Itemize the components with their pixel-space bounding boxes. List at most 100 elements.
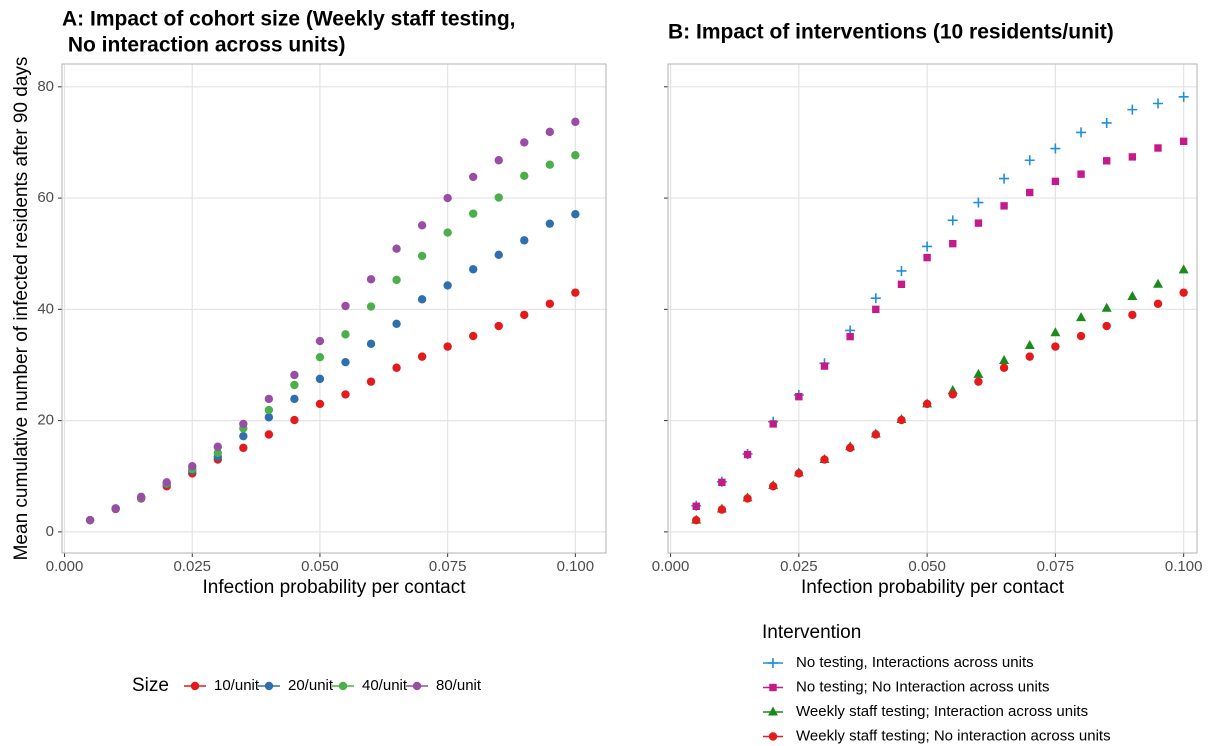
point: [1102, 321, 1111, 331]
point: [948, 390, 957, 399]
point: [468, 265, 478, 274]
y-tick-label: 0: [46, 523, 54, 540]
plot-background: [668, 64, 1197, 553]
point: [366, 275, 376, 284]
point: [947, 215, 958, 226]
legend-marker: [769, 683, 777, 692]
x-axis-label: Infection probability per contact: [203, 577, 467, 598]
point: [1024, 155, 1035, 166]
point: [718, 478, 726, 487]
point: [846, 332, 854, 341]
y-tick-label: 80: [37, 78, 54, 95]
legend-marker: [412, 681, 422, 691]
point: [545, 160, 555, 169]
point: [1000, 202, 1008, 210]
legend-label: Weekly staff testing; No interaction acr…: [796, 727, 1111, 744]
x-tick-label: 0.100: [1165, 558, 1203, 575]
point: [494, 156, 503, 165]
point: [341, 390, 350, 399]
x-tick-label: 0.075: [429, 558, 467, 575]
point: [717, 505, 727, 514]
point: [897, 415, 906, 425]
x-tick-label: 0.100: [557, 558, 595, 575]
y-tick-label: 60: [37, 189, 54, 206]
point: [743, 494, 752, 503]
point: [1101, 117, 1112, 128]
point: [1101, 302, 1112, 312]
point: [315, 399, 325, 409]
point: [1025, 352, 1034, 361]
point: [1051, 342, 1060, 351]
point: [417, 251, 427, 261]
point: [870, 293, 881, 304]
point: [1128, 310, 1137, 320]
point: [1050, 143, 1061, 154]
legend-label: No testing, Interactions across units: [796, 654, 1034, 671]
point: [443, 342, 452, 351]
point: [973, 197, 984, 208]
legend-label: 40/unit: [362, 677, 408, 694]
point: [443, 193, 452, 203]
point: [468, 172, 478, 182]
point: [392, 244, 401, 253]
point: [1102, 157, 1111, 165]
point: [545, 219, 555, 228]
x-axis-label: Infection probability per contact: [801, 577, 1065, 598]
legend-label: 20/unit: [288, 677, 334, 694]
point: [845, 443, 855, 453]
point: [692, 502, 700, 510]
point: [571, 288, 580, 297]
point: [1026, 188, 1034, 197]
point: [315, 352, 325, 362]
legend-label: 80/unit: [436, 677, 482, 694]
point: [999, 173, 1010, 184]
legend-marker: [768, 658, 778, 668]
point: [494, 193, 503, 202]
point: [494, 250, 503, 260]
point: [290, 415, 299, 425]
point: [922, 241, 933, 252]
legend-label: Weekly staff testing; Interaction across…: [796, 703, 1088, 720]
legend-label: 10/unit: [214, 677, 260, 694]
point: [1178, 91, 1189, 102]
point: [1179, 137, 1188, 146]
point: [520, 171, 529, 181]
point: [1024, 339, 1035, 349]
legend-label: No testing; No Interaction across units: [796, 678, 1049, 695]
point: [999, 355, 1010, 365]
point: [1178, 264, 1189, 274]
point: [85, 515, 95, 525]
point: [545, 127, 555, 137]
legend-marker: [768, 732, 778, 741]
point: [468, 331, 478, 341]
point: [949, 239, 957, 248]
y-axis-label: Mean cumulative number of infected resid…: [11, 57, 32, 561]
point: [974, 219, 983, 227]
point: [999, 363, 1009, 372]
point: [494, 321, 503, 331]
point: [417, 352, 427, 361]
point: [1128, 153, 1137, 161]
point: [468, 209, 478, 218]
point: [290, 380, 299, 390]
legend-marker: [768, 706, 778, 716]
point: [520, 138, 529, 147]
point: [872, 305, 880, 314]
point: [520, 310, 529, 320]
legend-marker: [190, 681, 200, 691]
point: [290, 394, 299, 404]
point: [290, 370, 299, 380]
point: [1076, 127, 1087, 138]
point: [974, 377, 983, 386]
point: [366, 339, 376, 349]
point: [896, 265, 907, 276]
x-tick-label: 0.025: [173, 558, 211, 575]
plot-border: [667, 63, 1198, 554]
point: [392, 363, 401, 372]
x-tick-label: 0.050: [301, 558, 339, 575]
legend-marker: [338, 681, 348, 691]
point: [443, 281, 452, 290]
point: [1153, 299, 1163, 308]
point: [923, 253, 931, 262]
point: [794, 469, 804, 478]
